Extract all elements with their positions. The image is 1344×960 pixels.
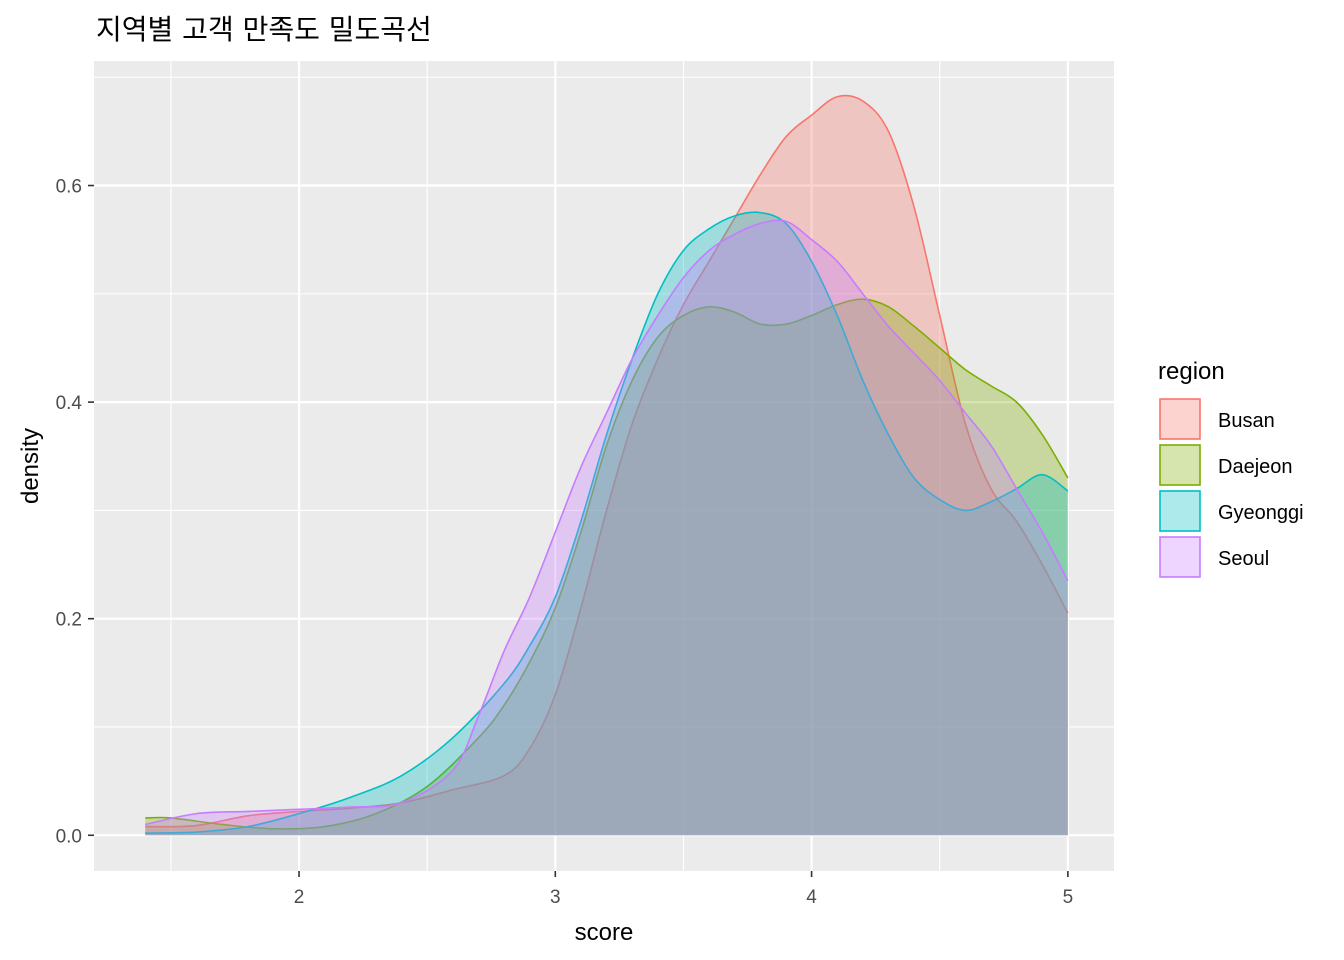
y-axis-title: density: [17, 428, 44, 504]
legend-label-daejeon: Daejeon: [1218, 456, 1293, 478]
legend-key-bg: [1159, 536, 1201, 578]
density-area-gyeonggi: [145, 212, 1068, 836]
x-tick-label: 3: [550, 887, 561, 908]
density-area-daejeon: [145, 299, 1068, 836]
legend-label-busan: Busan: [1218, 410, 1275, 432]
x-tick-label: 5: [1063, 887, 1074, 908]
legend-label-gyeonggi: Gyeonggi: [1218, 502, 1304, 524]
legend-key-daejeon: [1159, 444, 1201, 486]
density-line-daejeon: [145, 298, 1069, 830]
x-axis-title: score: [575, 919, 634, 946]
legend-label-seoul: Seoul: [1218, 548, 1269, 570]
x-axis: 2 3 4 5: [294, 871, 1073, 908]
legend-key-bg: [1159, 490, 1201, 532]
density-areas: [145, 94, 1069, 836]
y-tick-label: 0.4: [56, 393, 83, 414]
density-area-seoul: [145, 220, 1068, 836]
x-tick-label: 4: [806, 887, 817, 908]
y-axis: 0.0 0.2 0.4 0.6: [56, 177, 94, 847]
legend: region Busan Daejeon Gyeonggi Seoul: [1158, 358, 1304, 578]
legend-key-bg: [1159, 444, 1201, 486]
density-area-busan: [145, 95, 1068, 836]
legend-title: region: [1158, 358, 1225, 385]
legend-key-busan: [1159, 398, 1201, 440]
y-tick-label: 0.6: [56, 177, 82, 198]
y-tick-label: 0.2: [56, 610, 82, 631]
grid-minor: [94, 61, 1114, 871]
x-tick-label: 2: [294, 887, 305, 908]
legend-key-bg: [1159, 398, 1201, 440]
grid-major: [94, 61, 1114, 871]
legend-key-seoul: [1159, 536, 1201, 578]
plot-panel: [94, 61, 1114, 871]
chart-title: 지역별 고객 만족도 밀도곡선: [96, 13, 432, 46]
legend-key-gyeonggi: [1159, 490, 1201, 532]
y-tick-label: 0.0: [56, 826, 82, 847]
density-line-gyeonggi: [145, 211, 1069, 834]
density-line-seoul: [145, 219, 1069, 826]
